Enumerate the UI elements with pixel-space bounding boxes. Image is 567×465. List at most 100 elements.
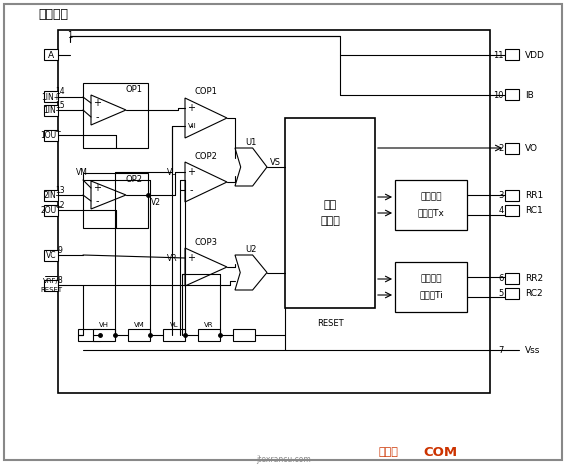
Text: RESET: RESET xyxy=(317,319,343,327)
Text: V2: V2 xyxy=(151,198,161,206)
Text: 9: 9 xyxy=(58,246,62,254)
Text: 12: 12 xyxy=(55,200,65,210)
Bar xyxy=(44,129,58,140)
Text: +: + xyxy=(93,183,101,193)
Text: VO: VO xyxy=(525,144,538,153)
Text: 定时器Tx: 定时器Tx xyxy=(417,208,445,218)
Text: RR1: RR1 xyxy=(525,191,543,199)
Text: RR2: RR2 xyxy=(525,273,543,283)
Text: VRF/: VRF/ xyxy=(43,278,59,284)
Text: VR: VR xyxy=(167,253,177,263)
Bar xyxy=(285,118,375,308)
Polygon shape xyxy=(185,162,227,202)
Bar xyxy=(44,105,58,115)
Bar xyxy=(505,142,519,153)
Text: RC2: RC2 xyxy=(525,288,543,298)
Text: COP2: COP2 xyxy=(194,152,217,160)
Text: 6: 6 xyxy=(498,273,504,283)
Text: 接线图: 接线图 xyxy=(378,447,398,457)
Bar xyxy=(78,329,100,341)
Text: -: - xyxy=(189,185,193,195)
Text: OP2: OP2 xyxy=(126,174,143,184)
Text: 控制器: 控制器 xyxy=(320,216,340,226)
Bar xyxy=(93,329,115,341)
Polygon shape xyxy=(235,255,267,290)
Polygon shape xyxy=(91,95,126,125)
Text: RESET: RESET xyxy=(40,287,62,293)
Text: 延时时间: 延时时间 xyxy=(420,193,442,201)
Text: VM: VM xyxy=(134,322,145,328)
Text: VDD: VDD xyxy=(525,51,545,60)
Bar xyxy=(44,92,58,102)
Bar xyxy=(44,250,58,260)
Text: 定时器Ti: 定时器Ti xyxy=(419,291,443,299)
Text: COM: COM xyxy=(423,445,457,458)
Bar xyxy=(44,190,58,200)
Text: VL: VL xyxy=(170,322,178,328)
Bar xyxy=(505,190,519,200)
Text: +: + xyxy=(93,98,101,108)
Text: -: - xyxy=(95,196,99,206)
Bar xyxy=(44,279,58,291)
Bar xyxy=(505,272,519,284)
Text: jtexrancu.com: jtexrancu.com xyxy=(256,454,310,464)
Bar xyxy=(44,205,58,215)
Text: VH: VH xyxy=(99,322,109,328)
Text: 3: 3 xyxy=(498,191,504,199)
Text: 14: 14 xyxy=(55,87,65,97)
Text: 15: 15 xyxy=(55,100,65,109)
Text: VM: VM xyxy=(76,167,88,177)
Text: Vss: Vss xyxy=(525,345,540,354)
Text: 状态: 状态 xyxy=(323,200,337,210)
Text: U1: U1 xyxy=(246,138,257,146)
Text: -: - xyxy=(189,269,193,279)
Text: VR: VR xyxy=(204,322,214,328)
Bar xyxy=(58,30,490,393)
Bar xyxy=(395,180,467,230)
Text: 1: 1 xyxy=(67,32,73,40)
Text: 1IN-: 1IN- xyxy=(43,106,59,114)
Text: -: - xyxy=(189,121,193,131)
Text: 4: 4 xyxy=(499,206,504,214)
Text: 2OUT: 2OUT xyxy=(41,206,61,214)
Bar xyxy=(505,205,519,215)
Text: RC1: RC1 xyxy=(525,206,543,214)
Text: +: + xyxy=(187,167,195,177)
Polygon shape xyxy=(91,181,126,209)
Text: 8: 8 xyxy=(58,275,62,285)
Bar xyxy=(505,49,519,60)
Text: 5: 5 xyxy=(499,288,504,298)
Text: 1OUT: 1OUT xyxy=(41,131,61,140)
Polygon shape xyxy=(185,248,227,286)
Text: +: + xyxy=(187,103,195,113)
Text: 13: 13 xyxy=(55,186,65,194)
Text: A: A xyxy=(48,51,54,60)
Text: 7: 7 xyxy=(498,345,504,354)
Text: IB: IB xyxy=(525,91,534,100)
Bar xyxy=(83,173,148,228)
Text: 11: 11 xyxy=(493,51,504,60)
Text: 内部框图: 内部框图 xyxy=(38,8,68,21)
Text: COP1: COP1 xyxy=(194,87,217,97)
Bar xyxy=(505,287,519,299)
Text: U2: U2 xyxy=(246,245,257,253)
Text: +: + xyxy=(187,253,195,263)
Text: -: - xyxy=(95,112,99,122)
Text: 封锁时间: 封锁时间 xyxy=(420,274,442,284)
Text: COP3: COP3 xyxy=(194,238,218,246)
Text: VL: VL xyxy=(167,167,176,177)
Bar xyxy=(505,89,519,100)
Bar xyxy=(44,49,58,60)
Bar xyxy=(163,329,185,341)
Bar xyxy=(128,329,150,341)
Bar xyxy=(198,329,220,341)
Text: 10: 10 xyxy=(493,91,504,100)
Text: 2: 2 xyxy=(499,144,504,153)
Text: VS: VS xyxy=(270,158,281,166)
Text: 2IN-: 2IN- xyxy=(43,191,59,199)
Bar xyxy=(395,262,467,312)
Text: 1IN+: 1IN+ xyxy=(41,93,61,101)
Polygon shape xyxy=(185,98,227,138)
Text: VC: VC xyxy=(46,251,56,259)
Polygon shape xyxy=(235,148,267,186)
